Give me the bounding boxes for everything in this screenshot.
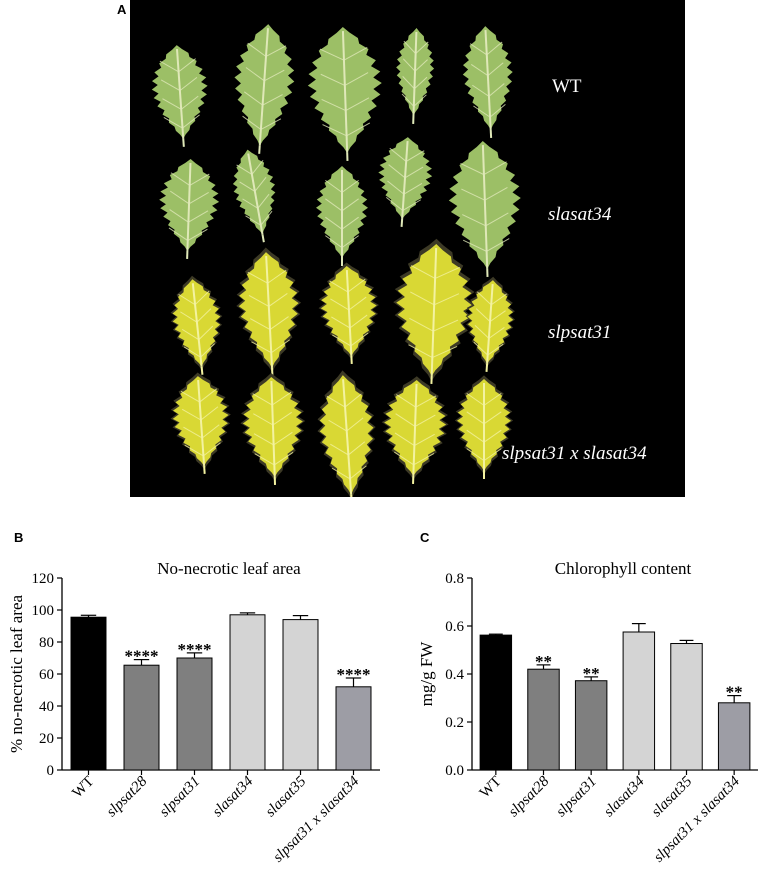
leaf-area-axes: 0 20 40 60 80 100 120 <box>32 571 380 779</box>
chlorophyll-bar-4 <box>622 631 656 771</box>
row-label-slpsat31: slpsat31 <box>548 322 612 343</box>
chlorophyll-category-label-6: slpsat31 x slasat34 <box>651 773 743 865</box>
leaf-area-bar-2 <box>123 664 160 771</box>
leaf-area-category-label-1: WT <box>70 774 98 802</box>
leaf-row3-4 <box>393 238 476 384</box>
chlorophyll-ytick-label: 0.2 <box>445 715 464 731</box>
leaf-row2-4 <box>378 137 433 227</box>
leaf-area-significance-6: **** <box>337 665 371 684</box>
leaf-photo: WT slasat34 slpsat31 slpsat31 x slasat34 <box>130 0 685 497</box>
chlorophyll-axes: 0.0 0.2 0.4 0.6 0.8 <box>445 571 758 779</box>
leaf-row1-4 <box>396 28 435 125</box>
leaf-area-significance-3: **** <box>178 640 212 659</box>
leaf-area-bar-5 <box>282 619 319 771</box>
chlorophyll-category-label-4: slasat34 <box>601 773 648 820</box>
leaf-area-ytick-label: 100 <box>32 603 55 619</box>
chlorophyll-ylabel: mg/g FW <box>417 641 436 707</box>
chlorophyll-ytick-label: 0.0 <box>445 763 464 779</box>
leaf-area-ytick-label: 120 <box>32 571 55 587</box>
leaf-area-bar-6 <box>335 686 372 771</box>
leaf-area-category-label-5: slasat35 <box>263 773 310 820</box>
chlorophyll-category-label-3: slpsat31 <box>553 774 600 821</box>
leaf-area-bar-3 <box>176 657 213 771</box>
chlorophyll-significance-2: ** <box>535 652 552 671</box>
leaf-area-category-label-3: slpsat31 <box>157 774 204 821</box>
leaf-row2-1 <box>159 159 220 260</box>
chlorophyll-category-label-1: WT <box>477 774 505 802</box>
leaf-row3-3 <box>318 262 379 364</box>
leaf-row4-2 <box>240 373 306 485</box>
panel-letter-b: B <box>14 530 24 545</box>
leaf-row4-5 <box>454 375 514 479</box>
chlorophyll-bar-2 <box>527 668 560 771</box>
leaf-area-ytick-label: 0 <box>47 763 55 779</box>
row-label-wt: WT <box>552 76 582 97</box>
leaf-row2-2 <box>232 149 276 243</box>
row-label-cross: slpsat31 x slasat34 <box>502 443 647 464</box>
leaf-area-title: No-necrotic leaf area <box>157 559 301 578</box>
leaf-area-category-label-2: slpsat28 <box>104 773 151 820</box>
leaf-area-ylabel: % no-necrotic leaf area <box>7 595 26 754</box>
leaf-illustration <box>151 24 521 497</box>
leaf-area-ytick-label: 20 <box>39 731 54 747</box>
leaf-row1-1 <box>151 45 208 147</box>
leaf-row2-3 <box>316 166 368 266</box>
leaf-area-bar-1 <box>70 616 107 771</box>
chlorophyll-bar-5 <box>670 643 703 771</box>
leaf-row1-3 <box>307 27 382 161</box>
leaf-row1-5 <box>462 26 513 138</box>
leaf-row2-5 <box>448 141 521 277</box>
chlorophyll-bar-6 <box>717 702 751 771</box>
leaf-area-category-label-4: slasat34 <box>210 773 257 820</box>
chlorophyll-bar-3 <box>574 680 608 771</box>
chlorophyll-bar-1 <box>479 634 513 771</box>
leaf-area-ytick-label: 40 <box>39 699 54 715</box>
leaf-row4-3 <box>317 370 376 497</box>
leaf-row1-2 <box>234 24 295 154</box>
leaf-row4-1 <box>170 372 231 474</box>
leaf-area-bar-4 <box>229 614 266 771</box>
chlorophyll-significance-3: ** <box>583 664 600 683</box>
leaf-row3-1 <box>170 275 223 375</box>
chlorophyll-title: Chlorophyll content <box>555 559 692 578</box>
leaf-row3-5 <box>465 276 516 372</box>
leaf-area-ytick-label: 60 <box>39 667 54 683</box>
chart-chlorophyll: 0.0 0.2 0.4 0.6 0.8 Chlorophyll content mg/g F… <box>417 559 758 866</box>
leaf-area-significance-2: **** <box>125 647 159 666</box>
chlorophyll-category-label-2: slpsat28 <box>506 773 553 820</box>
panel-letter-c: C <box>420 530 430 545</box>
row-label-slasat34: slasat34 <box>548 204 612 225</box>
chlorophyll-significance-6: ** <box>726 683 743 702</box>
chlorophyll-ytick-label: 0.6 <box>445 619 464 635</box>
chart-leaf-area: 0 20 40 60 80 100 120 No-necrotic leaf area % no… <box>7 559 380 866</box>
chlorophyll-ytick-label: 0.8 <box>445 571 464 587</box>
chlorophyll-category-label-5: slasat35 <box>649 773 696 820</box>
leaf-row3-2 <box>236 247 302 376</box>
chlorophyll-ytick-label: 0.4 <box>445 667 464 683</box>
leaf-row4-4 <box>381 376 449 485</box>
leaf-area-ytick-label: 80 <box>39 635 54 651</box>
panel-letter-a: A <box>117 2 127 17</box>
